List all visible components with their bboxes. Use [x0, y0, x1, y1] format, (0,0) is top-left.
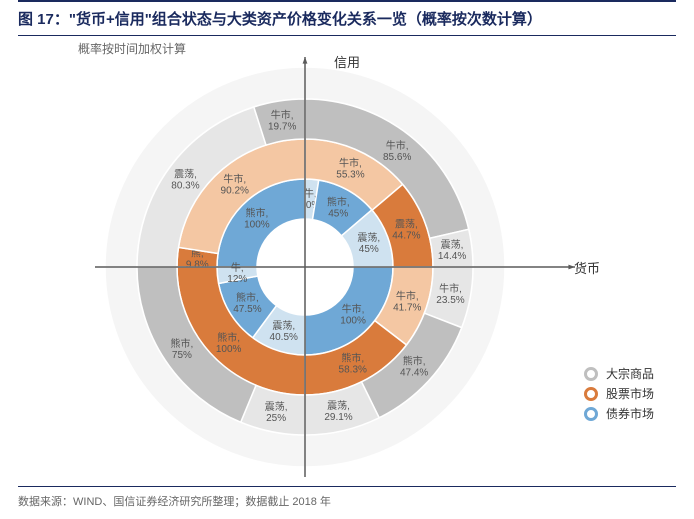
legend-row-stocks: 股票市场	[584, 384, 654, 404]
chart-area: 信用 货币 牛,10%熊市,45%震荡,45%熊市,100%震荡,40.5%熊市…	[0, 50, 694, 480]
segment-value: 14.4%	[438, 251, 466, 262]
legend-label-bonds: 债券市场	[606, 404, 654, 424]
segment-label: 牛市,	[271, 108, 294, 121]
page-root: 图 17："货币+信用"组合状态与大类资产价格变化关系一览（概率按次数计算） 概…	[0, 0, 694, 519]
segment-value: 80.3%	[171, 180, 199, 191]
legend: 大宗商品 股票市场 债券市场	[584, 364, 654, 424]
legend-swatch-bonds	[584, 407, 598, 421]
segment-label: 熊市,	[236, 291, 259, 304]
segment-value: 12%	[227, 274, 247, 285]
legend-swatch-stocks	[584, 387, 598, 401]
segment-value: 23.5%	[436, 295, 464, 306]
segment-label: 牛市,	[396, 289, 419, 302]
segment-label: 震荡,	[272, 320, 295, 332]
segment-label: 牛市,	[439, 282, 462, 295]
legend-row-bonds: 债券市场	[584, 404, 654, 424]
segment-value: 58.3%	[339, 365, 367, 376]
segment-label: 牛市,	[339, 157, 362, 170]
legend-row-commodities: 大宗商品	[584, 364, 654, 384]
legend-label-commodities: 大宗商品	[606, 364, 654, 384]
segment-value: 100%	[244, 220, 270, 231]
source-note: 数据来源：WIND、国信证券经济研究所整理；数据截止 2018 年	[18, 486, 676, 509]
segment-value: 55.3%	[336, 170, 364, 181]
segment-value: 44.7%	[392, 230, 420, 241]
segment-label: 熊市,	[403, 355, 426, 368]
segment-value: 40.5%	[270, 332, 298, 343]
segment-label: 牛市,	[386, 139, 409, 152]
segment-value: 85.6%	[383, 152, 411, 163]
segment-value: 90.2%	[221, 186, 249, 197]
axis-label-right: 货币	[574, 258, 600, 277]
segment-value: 45%	[328, 208, 348, 219]
segment-value: 25%	[266, 413, 286, 424]
segment-value: 45%	[359, 244, 379, 255]
segment-label: 震荡,	[441, 239, 464, 251]
segment-label: 震荡,	[327, 400, 350, 412]
segment-value: 29.1%	[324, 412, 352, 423]
axis-arrowhead	[303, 57, 308, 64]
segment-label: 熊市,	[341, 352, 364, 365]
segment-label: 震荡,	[265, 401, 288, 413]
segment-label: 熊市,	[246, 207, 269, 220]
segment-value: 47.5%	[233, 304, 261, 315]
segment-value: 47.4%	[400, 368, 428, 379]
segment-value: 41.7%	[393, 302, 421, 313]
segment-value: 100%	[216, 344, 242, 355]
segment-value: 19.7%	[268, 121, 296, 132]
segment-value: 75%	[172, 350, 192, 361]
segment-label: 熊市,	[327, 195, 350, 208]
legend-swatch-commodities	[584, 367, 598, 381]
segment-label: 熊市,	[217, 331, 240, 344]
segment-label: 震荡,	[174, 168, 197, 180]
segment-label: 牛,	[304, 187, 317, 200]
segment-label: 震荡,	[395, 218, 418, 230]
axis-label-top: 信用	[334, 52, 360, 71]
chart-title: 图 17："货币+信用"组合状态与大类资产价格变化关系一览（概率按次数计算）	[18, 0, 676, 36]
segment-label: 牛市,	[342, 303, 365, 316]
segment-value: 100%	[340, 316, 366, 327]
segment-label: 熊市,	[171, 337, 194, 350]
segment-label: 震荡,	[357, 232, 380, 244]
legend-label-stocks: 股票市场	[606, 384, 654, 404]
segment-label: 牛市,	[223, 173, 246, 186]
